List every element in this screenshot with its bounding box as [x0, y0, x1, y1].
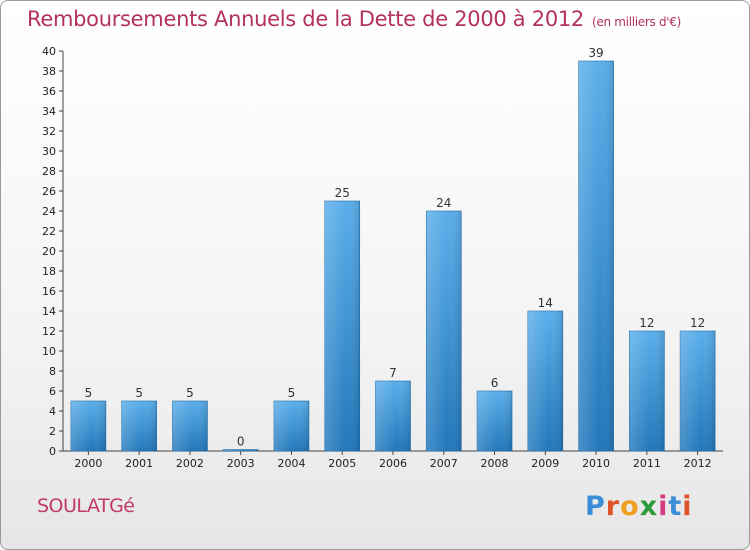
bar-value-label: 14 — [538, 296, 553, 310]
bar-value-label: 7 — [389, 366, 397, 380]
y-tick-label: 32 — [42, 125, 56, 138]
bar-value-label: 6 — [491, 376, 499, 390]
bar-shade — [324, 201, 360, 451]
y-tick-label: 40 — [42, 45, 56, 58]
chart-unit: (en milliers d'€) — [592, 15, 682, 29]
bar-value-label: 5 — [288, 386, 296, 400]
y-tick-label: 26 — [42, 185, 56, 198]
y-tick-label: 6 — [49, 385, 56, 398]
bar-shade — [273, 401, 309, 451]
x-tick-label: 2007 — [430, 457, 458, 470]
logo-letter: i — [682, 491, 693, 522]
bar-shade — [223, 449, 259, 451]
bar-shade — [477, 391, 513, 451]
logo-letter: o — [620, 491, 640, 522]
logo-letter: i — [658, 491, 669, 522]
x-tick-label: 2004 — [277, 457, 305, 470]
axes: 0246810121416182022242628303234363840200… — [42, 45, 723, 470]
bar-value-label: 12 — [690, 316, 705, 330]
y-tick-label: 38 — [42, 65, 56, 78]
logo-letter: x — [639, 491, 659, 522]
y-tick-label: 28 — [42, 165, 56, 178]
y-tick-label: 12 — [42, 325, 56, 338]
chart-title: Remboursements Annuels de la Dette de 20… — [27, 7, 681, 31]
bar-shade — [629, 331, 665, 451]
proxiti-logo: Proxiti — [585, 491, 693, 522]
logo-letter: t — [668, 491, 683, 522]
x-tick-label: 2005 — [328, 457, 356, 470]
x-tick-label: 2008 — [481, 457, 509, 470]
y-tick-label: 4 — [49, 405, 56, 418]
bar-shade — [121, 401, 157, 451]
y-tick-label: 2 — [49, 425, 56, 438]
y-tick-label: 34 — [42, 105, 56, 118]
y-tick-label: 8 — [49, 365, 56, 378]
bar-shade — [375, 381, 411, 451]
bar-value-label: 24 — [436, 196, 451, 210]
chart-title-text: Remboursements Annuels de la Dette de 20… — [27, 7, 584, 31]
bar-value-label: 5 — [135, 386, 143, 400]
x-tick-label: 2002 — [176, 457, 204, 470]
bar-shade — [172, 401, 208, 451]
bar-value-label: 39 — [588, 46, 603, 60]
x-tick-label: 2006 — [379, 457, 407, 470]
x-tick-label: 2000 — [74, 457, 102, 470]
bar-value-label: 25 — [335, 186, 350, 200]
bar-shade — [70, 401, 106, 451]
y-tick-label: 20 — [42, 245, 56, 258]
commune-name: SOULATGé — [37, 495, 135, 517]
bars: 5 5 5 0 5 25 7 24 6 14 39 12 12 — [70, 46, 716, 452]
y-tick-label: 30 — [42, 145, 56, 158]
bar-shade — [578, 61, 614, 451]
x-tick-label: 2010 — [582, 457, 610, 470]
bar-shade — [527, 311, 563, 451]
bar-shade — [680, 331, 716, 451]
x-tick-label: 2003 — [227, 457, 255, 470]
bar-value-label: 5 — [85, 386, 93, 400]
logo-letter: r — [605, 491, 621, 522]
bar-value-label: 5 — [186, 386, 194, 400]
y-tick-label: 36 — [42, 85, 56, 98]
x-tick-label: 2012 — [684, 457, 712, 470]
y-tick-label: 24 — [42, 205, 56, 218]
x-tick-label: 2011 — [633, 457, 661, 470]
y-tick-label: 0 — [49, 445, 56, 458]
bar-shade — [426, 211, 462, 451]
y-tick-label: 18 — [42, 265, 56, 278]
x-tick-label: 2009 — [531, 457, 559, 470]
bar-value-label: 12 — [639, 316, 654, 330]
y-tick-label: 14 — [42, 305, 56, 318]
x-tick-label: 2001 — [125, 457, 153, 470]
y-tick-label: 16 — [42, 285, 56, 298]
logo-letter: P — [585, 491, 606, 522]
y-tick-label: 10 — [42, 345, 56, 358]
y-tick-label: 22 — [42, 225, 56, 238]
bar-value-label: 0 — [237, 435, 245, 449]
